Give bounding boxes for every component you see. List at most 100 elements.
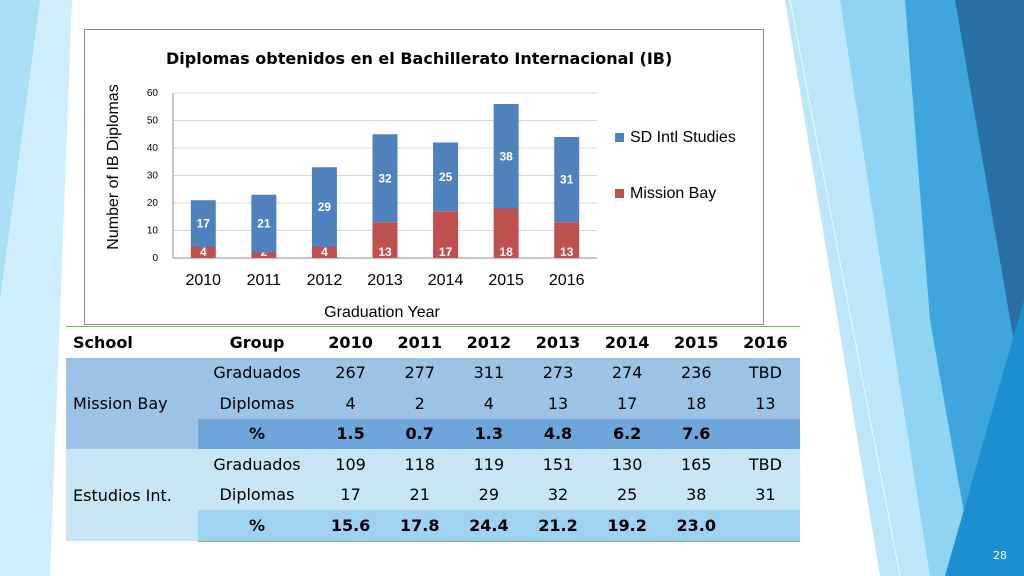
- chart-legend: SD Intl Studies Mission Bay: [615, 129, 736, 202]
- bar-data-label: 18: [499, 245, 513, 259]
- y-axis-label: Number of IB Diplomas: [105, 84, 122, 249]
- bar-segment-mission-bay: [190, 247, 216, 258]
- bar-segment-mission-bay: [372, 222, 398, 258]
- value-cell: 23.0: [661, 510, 731, 542]
- value-cell: 32: [523, 479, 593, 510]
- value-cell: TBD: [730, 357, 800, 388]
- school-cell-mission-bay: Mission Bay: [66, 357, 198, 449]
- bar-segment-sd-intl-studies: [251, 194, 277, 253]
- group-cell: %: [198, 510, 316, 542]
- value-cell: 119: [454, 449, 524, 480]
- chart-bars: 4172214291332172518381331: [190, 104, 580, 259]
- bar-data-label: 4: [200, 245, 207, 259]
- diplomas-table: School Group 2010 2011 2012 2013 2014 20…: [66, 326, 800, 542]
- value-cell: TBD: [730, 449, 800, 480]
- y-tick-label: 60: [147, 88, 159, 99]
- value-cell: 21.2: [523, 510, 593, 542]
- value-cell: 311: [454, 357, 524, 388]
- legend-label: Mission Bay: [630, 185, 716, 202]
- value-cell: [730, 510, 800, 542]
- value-cell: 17: [316, 479, 386, 510]
- header-2013: 2013: [523, 326, 593, 358]
- bar-segment-sd-intl-studies: [190, 200, 216, 247]
- header-group: Group: [198, 326, 316, 358]
- bar-data-label: 17: [197, 217, 211, 231]
- header-school: School: [66, 326, 198, 358]
- x-tick-label: 2013: [367, 272, 403, 289]
- table-row: Estudios Int. Graduados 109 118 119 151 …: [66, 449, 800, 541]
- bar-data-label: 21: [257, 217, 271, 231]
- bar-data-label: 32: [378, 171, 392, 185]
- x-tick-label: 2012: [307, 272, 343, 289]
- legend-swatch: [615, 133, 624, 142]
- bar-segment-mission-bay: [493, 208, 519, 258]
- header-2014: 2014: [592, 326, 662, 358]
- chart-title: Diplomas obtenidos en el Bachillerato In…: [166, 49, 672, 68]
- value-cell: 38: [661, 479, 731, 510]
- value-cell: 25: [592, 479, 662, 510]
- value-cell: 274: [592, 357, 662, 388]
- value-cell: 118: [385, 449, 455, 480]
- y-axis-ticks: 0 10 20 30 40 50 60: [147, 88, 159, 264]
- value-cell: 273: [523, 357, 593, 388]
- value-cell: 4: [316, 388, 386, 419]
- x-axis-ticks: 2010 2011 2012 2013 2014 2015 2016: [185, 272, 584, 289]
- chart-container: Diplomas obtenidos en el Bachillerato In…: [84, 29, 764, 325]
- bar-segment-sd-intl-studies: [433, 142, 459, 212]
- header-2010: 2010: [316, 326, 386, 358]
- value-cell: 7.6: [661, 418, 731, 449]
- value-cell: 6.2: [592, 418, 662, 449]
- y-tick-label: 50: [147, 116, 159, 127]
- value-cell: 109: [316, 449, 386, 480]
- table-row: % 1.5 0.7 1.3 4.8 6.2 7.6: [66, 418, 800, 449]
- value-cell: 24.4: [454, 510, 524, 542]
- value-cell: 13: [730, 388, 800, 419]
- value-cell: 236: [661, 357, 731, 388]
- group-cell: Graduados: [198, 449, 316, 480]
- value-cell: 130: [592, 449, 662, 480]
- group-cell: Diplomas: [198, 388, 316, 419]
- bar-segment-sd-intl-studies: [554, 137, 580, 223]
- right-deco-line: [789, 0, 901, 576]
- stacked-bar-chart: Diplomas obtenidos en el Bachillerato In…: [105, 49, 736, 321]
- x-axis-label: Graduation Year: [324, 304, 440, 321]
- bar-data-label: 31: [560, 173, 574, 187]
- y-tick-label: 20: [147, 198, 159, 209]
- bar-segment-sd-intl-studies: [493, 104, 519, 209]
- bar-data-label: 29: [318, 200, 332, 214]
- header-2012: 2012: [454, 326, 524, 358]
- value-cell: 277: [385, 357, 455, 388]
- bar-data-label: 13: [378, 245, 392, 259]
- bar-data-label: 17: [439, 245, 453, 259]
- group-cell: %: [198, 418, 316, 449]
- y-tick-label: 10: [147, 226, 159, 237]
- y-tick-label: 40: [147, 143, 159, 154]
- table-row: % 15.6 17.8 24.4 21.2 19.2 23.0: [66, 510, 800, 542]
- x-tick-label: 2014: [428, 272, 464, 289]
- value-cell: 21: [385, 479, 455, 510]
- bar-data-label: 38: [499, 149, 513, 163]
- x-tick-label: 2010: [185, 272, 221, 289]
- value-cell: 0.7: [385, 418, 455, 449]
- x-tick-label: 2015: [488, 272, 524, 289]
- table-row: Diplomas 4 2 4 13 17 18 13: [66, 388, 800, 419]
- table-header-row: School Group 2010 2011 2012 2013 2014 20…: [66, 326, 800, 358]
- value-cell: 151: [523, 449, 593, 480]
- y-tick-label: 30: [147, 171, 159, 182]
- value-cell: 1.3: [454, 418, 524, 449]
- value-cell: 29: [454, 479, 524, 510]
- bar-segment-mission-bay: [311, 247, 337, 258]
- group-cell: Graduados: [198, 357, 316, 388]
- value-cell: 2: [385, 388, 455, 419]
- value-cell: 4.8: [523, 418, 593, 449]
- value-cell: 13: [523, 388, 593, 419]
- bar-segment-mission-bay: [433, 211, 459, 258]
- value-cell: 17.8: [385, 510, 455, 542]
- bar-data-label: 25: [439, 170, 453, 184]
- value-cell: 4: [454, 388, 524, 419]
- school-cell-estudios-int: Estudios Int.: [66, 449, 198, 541]
- value-cell: 18: [661, 388, 731, 419]
- value-cell: 17: [592, 388, 662, 419]
- y-tick-label: 0: [152, 253, 158, 264]
- slide-number: 28: [993, 549, 1007, 562]
